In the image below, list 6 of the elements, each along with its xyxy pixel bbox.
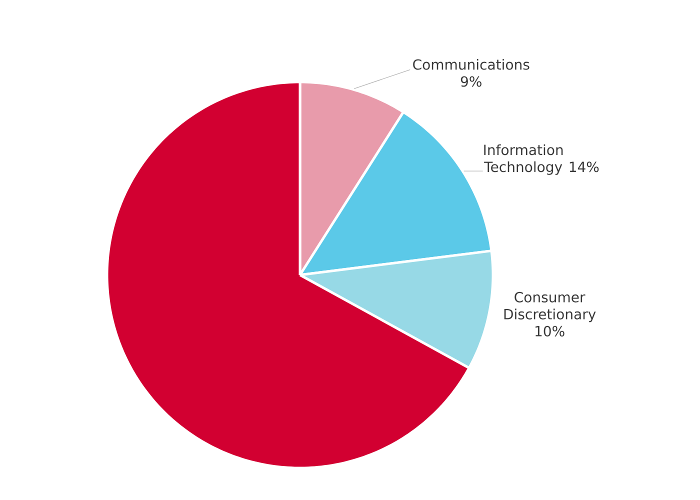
slice-label: Information Technology: [484, 144, 563, 175]
slice-label: Consumer Discretionary: [504, 292, 596, 322]
slice-label: Communications: [413, 58, 530, 70]
data-label: 14%: [570, 162, 599, 172]
data-label: 9%: [460, 76, 482, 87]
data-label: 10%: [536, 326, 564, 336]
